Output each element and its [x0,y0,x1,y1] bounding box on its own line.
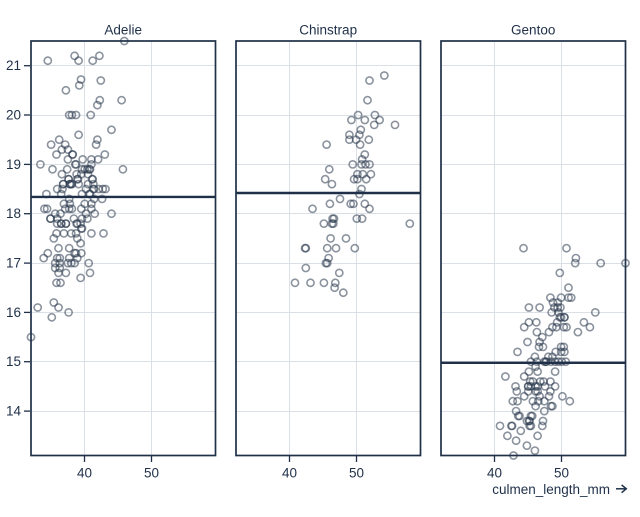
svg-text:19: 19 [6,157,21,172]
svg-text:50: 50 [554,466,569,481]
svg-text:40: 40 [487,466,502,481]
svg-text:Gentoo: Gentoo [511,23,555,38]
svg-text:40: 40 [77,466,92,481]
svg-text:20: 20 [6,108,21,123]
svg-text:50: 50 [349,466,364,481]
svg-text:40: 40 [282,466,297,481]
svg-text:Adelie: Adelie [104,23,142,38]
svg-text:18: 18 [6,206,21,221]
svg-text:16: 16 [6,305,21,320]
svg-text:culmen_length_mm: culmen_length_mm [492,482,610,497]
svg-text:Chinstrap: Chinstrap [299,23,357,38]
svg-text:15: 15 [6,354,21,369]
svg-text:50: 50 [144,466,159,481]
svg-text:17: 17 [6,256,21,271]
svg-text:21: 21 [6,58,21,73]
svg-text:14: 14 [6,404,22,419]
